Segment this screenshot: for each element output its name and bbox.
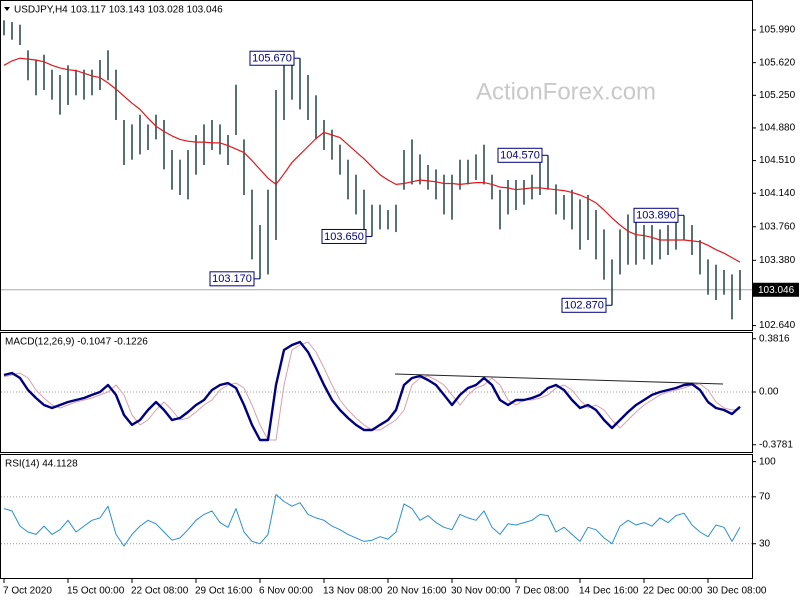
menu-arrow (4, 7, 10, 11)
watermark: ActionForex.com (476, 78, 656, 105)
y-tick-label: 102.640 (759, 320, 796, 331)
y-tick-label: 105.620 (759, 57, 796, 68)
x-tick-label: 7 Dec 08:00 (515, 586, 569, 597)
x-tick-label: 22 Dec 00:00 (643, 586, 703, 597)
annotation-box (497, 147, 543, 163)
y-tick-label: 0.3816 (759, 333, 790, 344)
x-tick-label: 14 Dec 16:00 (579, 586, 639, 597)
annotation-box (633, 207, 679, 223)
y-tick-label: 104.880 (759, 123, 796, 134)
annotation-box (249, 50, 295, 66)
x-tick-label: 29 Oct 16:00 (195, 586, 253, 597)
x-tick-label: 13 Nov 08:00 (323, 586, 383, 597)
y-tick-label: -0.3781 (759, 439, 793, 450)
y-tick-label: 104.140 (759, 188, 796, 199)
macd-line (3, 340, 741, 442)
x-tick-label: 20 Nov 16:00 (387, 586, 447, 597)
annotation-label: 103.170 (212, 273, 252, 285)
panel-title: MACD(12,26,9) -0.1047 -0.1226 (5, 337, 148, 348)
x-tick-label: 15 Oct 00:00 (67, 586, 125, 597)
annotation-label: 103.890 (636, 210, 676, 222)
y-tick-label: 0.00 (759, 387, 779, 398)
x-tick-label: 6 Nov 00:00 (259, 586, 313, 597)
y-tick-label: 30 (759, 538, 771, 549)
x-tick-label: 22 Oct 08:00 (131, 586, 189, 597)
y-tick-label: 105.250 (759, 90, 796, 101)
annotation-label: 104.570 (500, 150, 540, 162)
annotation-label: 103.650 (324, 231, 364, 243)
y-tick-label: 70 (759, 491, 771, 502)
y-tick-label: 103.760 (759, 221, 796, 232)
y-tick-label: 103.380 (759, 255, 796, 266)
price-panel (0, 0, 753, 331)
panel-title: RSI(14) 44.1128 (5, 459, 78, 470)
annotation-box (561, 297, 607, 313)
last-price-label: 103.046 (758, 285, 795, 296)
y-tick-label: 105.990 (759, 25, 796, 36)
y-tick-label: 100 (759, 456, 776, 467)
x-tick-label: 30 Dec 08:00 (707, 586, 767, 597)
y-tick-label: 104.510 (759, 155, 796, 166)
annotation-label: 105.670 (252, 53, 292, 65)
annotation-box (321, 228, 367, 244)
annotation-label: 102.870 (564, 300, 604, 312)
x-tick-label: 7 Oct 2020 (3, 586, 52, 597)
rsi-panel (0, 454, 753, 579)
trend-line (394, 373, 724, 385)
last-price-box (753, 282, 799, 297)
rsi-line (3, 494, 741, 547)
panel-title: USDJPY,H4 103.117 103.143 103.028 103.04… (14, 5, 223, 16)
x-tick-label: 30 Nov 00:00 (451, 586, 511, 597)
moving-average (3, 57, 741, 263)
annotation-box (209, 271, 255, 287)
